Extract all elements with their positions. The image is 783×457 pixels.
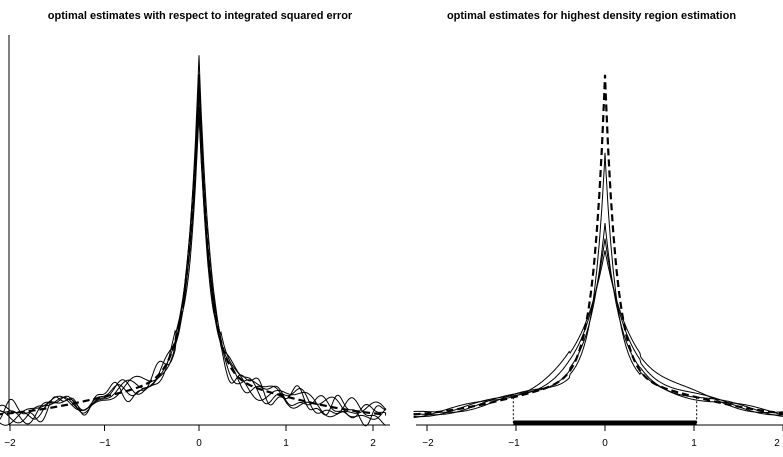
left-estimate-curve xyxy=(0,109,387,420)
left-x-ticks xyxy=(9,425,374,431)
left-x-tick-label: 2 xyxy=(370,438,376,449)
right-x-tick-labels: −2 −1 0 1 2 xyxy=(422,438,780,449)
right-x-tick-label: 2 xyxy=(774,438,780,449)
right-plot-panel: −2 −1 0 1 2 xyxy=(413,74,783,449)
right-x-tick-label: −1 xyxy=(508,438,520,449)
right-estimate-curve xyxy=(413,238,783,418)
left-plot-panel: −2 −1 0 1 2 xyxy=(0,35,390,449)
left-x-tick-labels: −2 −1 0 1 2 xyxy=(4,438,376,449)
left-x-tick-label: 1 xyxy=(283,438,289,449)
left-estimate-curve xyxy=(0,88,387,426)
left-panel-title: optimal estimates with respect to integr… xyxy=(47,10,353,22)
left-x-tick-label: 0 xyxy=(196,438,202,449)
right-estimate-curve xyxy=(413,250,783,419)
left-curve-group xyxy=(0,55,387,427)
hdr-group xyxy=(512,397,698,426)
left-estimate-curve xyxy=(0,74,387,424)
right-x-ticks xyxy=(426,425,783,431)
left-x-tick-label: −1 xyxy=(99,438,111,449)
left-true-density-curve xyxy=(0,86,387,416)
right-estimate-curve xyxy=(413,222,783,417)
right-panel-title: optimal estimates for highest density re… xyxy=(446,10,737,22)
right-curve-group xyxy=(413,74,783,419)
left-estimate-curve xyxy=(0,55,387,426)
right-x-tick-label: −2 xyxy=(422,438,434,449)
left-estimate-curve xyxy=(0,112,387,427)
right-true-density-curve xyxy=(413,74,783,416)
right-estimate-curve xyxy=(413,152,783,416)
right-x-tick-label: 1 xyxy=(691,438,697,449)
left-x-tick-label: −2 xyxy=(4,438,16,449)
right-x-tick-label: 0 xyxy=(602,438,608,449)
